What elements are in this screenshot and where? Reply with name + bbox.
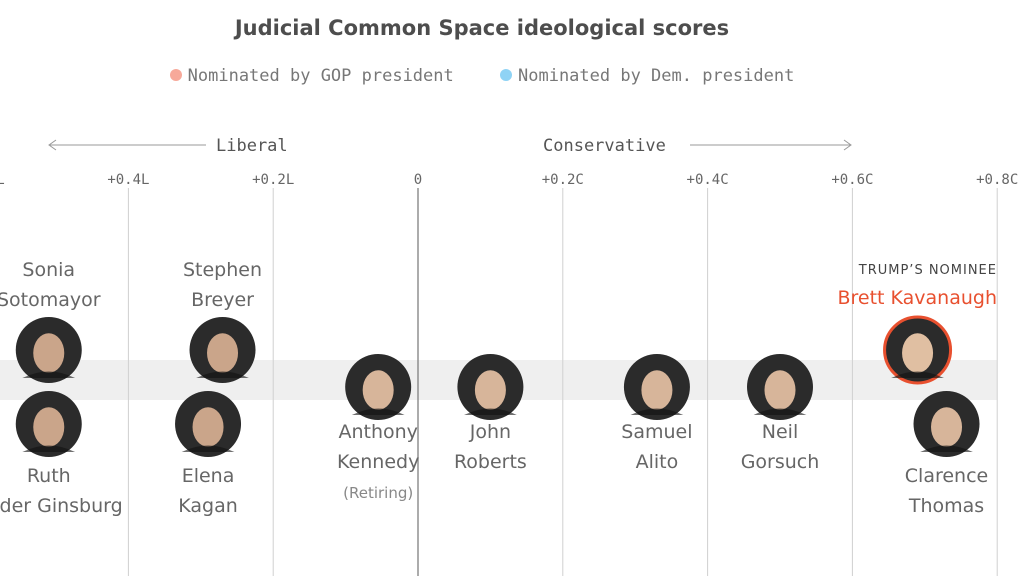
- justice-marker-4: [345, 354, 412, 420]
- justice-name-8-line1: Clarence: [905, 465, 988, 487]
- tick-label-7: +0.8C: [976, 172, 1018, 188]
- tick-label-5: +0.4C: [687, 172, 729, 188]
- justice-marker-nominee: [883, 315, 953, 385]
- justice-name-1-line2: Bader Ginsburg: [0, 495, 123, 517]
- gop-dot-icon: [169, 69, 182, 81]
- justice-name-0-line2: Sotomayor: [0, 289, 101, 311]
- legend-label-dem: Nominated by Dem. president: [518, 66, 795, 86]
- justice-robe-0: [22, 371, 76, 379]
- justice-robe-nominee: [891, 371, 944, 379]
- justice-robe-1: [22, 445, 76, 453]
- justice-robe-4: [351, 408, 405, 416]
- legend-label-gop: Nominated by GOP president: [187, 66, 454, 86]
- nominee-tag: TRUMP’S NOMINEE: [858, 263, 997, 278]
- justice-name-5-line2: Roberts: [454, 451, 527, 473]
- tick-label-6: +0.6C: [831, 172, 873, 188]
- dem-dot-icon: [500, 69, 512, 81]
- justice-face-icon-5: [474, 370, 506, 410]
- justice-name-6-line1: Samuel: [621, 421, 692, 443]
- justice-robe-2: [196, 371, 249, 379]
- justice-robe-8: [920, 445, 973, 453]
- justice-marker-6: [623, 354, 690, 420]
- direction-label-conservative: Conservative: [543, 136, 666, 156]
- tick-label-2: +0.2L: [252, 172, 294, 188]
- nominee-name: Brett Kavanaugh: [837, 287, 997, 309]
- justice-name-2-line2: Breyer: [191, 289, 254, 311]
- justice-name-3-line2: Kagan: [178, 495, 238, 517]
- legend-item-gop: Nominated by GOP president: [169, 66, 454, 86]
- liberal-arrowhead-icon: [48, 139, 57, 151]
- justice-note-4: (Retiring): [343, 484, 413, 502]
- justice-marker-7: [747, 354, 813, 420]
- justice-name-4-line2: Kennedy: [337, 451, 419, 473]
- justice-face-icon-1: [33, 407, 65, 447]
- justice-marker-5: [457, 354, 524, 420]
- justice-robe-7: [753, 408, 807, 416]
- justice-face-icon-nominee: [902, 333, 934, 373]
- justice-name-0-line1: Sonia: [22, 259, 75, 281]
- justice-name-7-line2: Gorsuch: [741, 451, 820, 473]
- justice-marker-2: [189, 317, 256, 383]
- justice-face-icon-6: [641, 370, 673, 410]
- justice-name-8-line2: Thomas: [908, 495, 984, 517]
- justice-face-icon-3: [192, 407, 224, 447]
- justice-robe-6: [630, 408, 684, 416]
- justice-marker-0: [15, 317, 82, 383]
- justice-name-3-line1: Elena: [182, 465, 235, 487]
- justice-name-1-line1: Ruth: [27, 465, 71, 487]
- justice-marker-1: [15, 391, 82, 457]
- justice-face-icon-8: [931, 407, 963, 447]
- direction-label-liberal: Liberal: [216, 136, 288, 156]
- justice-face-icon-7: [764, 370, 796, 410]
- justice-marker-8: [913, 391, 980, 457]
- justice-name-7-line1: Neil: [762, 421, 798, 443]
- justice-robe-5: [464, 408, 517, 416]
- tick-label-4: +0.2C: [542, 172, 584, 188]
- justice-name-6-line2: Alito: [636, 451, 679, 473]
- legend: Nominated by GOP president Nominated by …: [0, 66, 964, 86]
- tick-label-1: +0.4L: [107, 172, 149, 188]
- justice-robe-3: [181, 445, 235, 453]
- justice-face-icon-2: [207, 333, 239, 373]
- tick-label-0: +0.6L: [0, 172, 5, 188]
- justice-marker-3: [175, 391, 242, 457]
- justice-name-4-line1: Anthony: [338, 421, 417, 443]
- tick-label-3: 0: [414, 172, 422, 188]
- justice-name-2-line1: Stephen: [183, 259, 262, 281]
- legend-item-dem: Nominated by Dem. president: [500, 66, 794, 86]
- chart-title: Judicial Common Space ideological scores: [234, 16, 730, 40]
- justice-name-5-line1: John: [469, 421, 511, 443]
- justice-face-icon-0: [33, 333, 65, 373]
- conservative-arrowhead-icon: [843, 139, 852, 151]
- justice-face-icon-4: [362, 370, 394, 410]
